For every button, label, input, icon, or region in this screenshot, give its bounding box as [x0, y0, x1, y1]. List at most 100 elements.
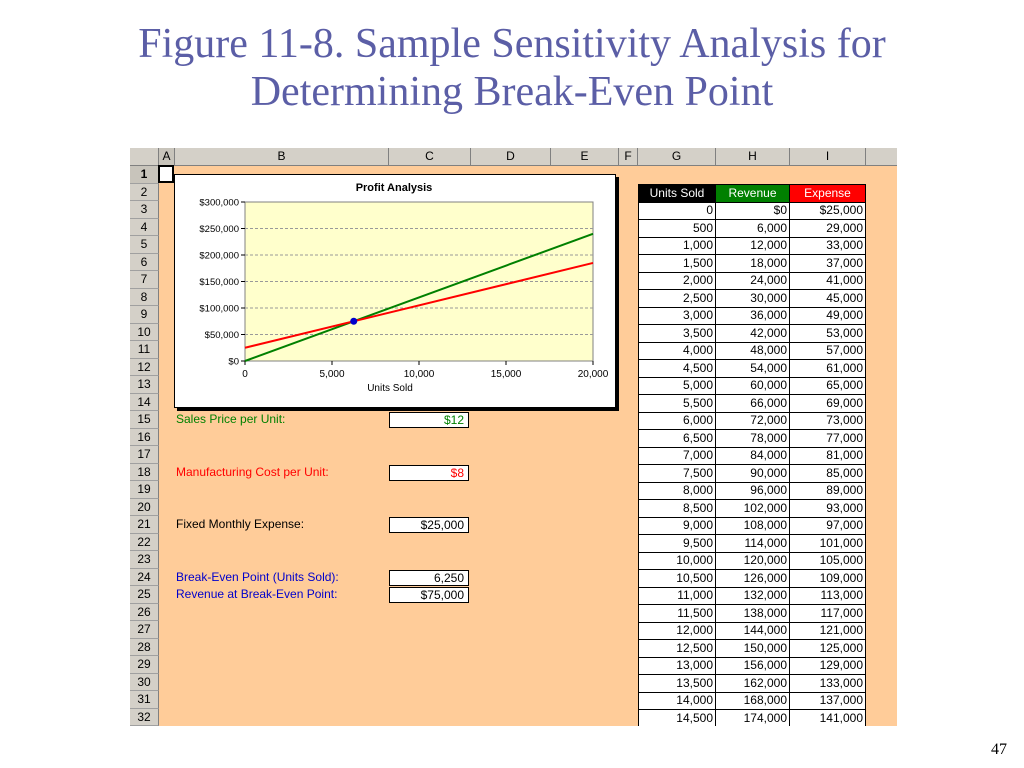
expense-cell[interactable]: 105,000 [789, 551, 866, 570]
row-header[interactable]: 9 [130, 306, 159, 324]
row-header[interactable]: 25 [130, 586, 159, 604]
units-sold-cell[interactable]: 5,000 [638, 376, 716, 395]
expense-cell[interactable]: 129,000 [789, 656, 866, 675]
row-header[interactable]: 28 [130, 638, 159, 656]
row-header[interactable]: 22 [130, 533, 159, 551]
revenue-cell[interactable]: 84,000 [715, 446, 790, 465]
units-sold-cell[interactable]: 1,500 [638, 254, 716, 273]
row-header[interactable]: 27 [130, 621, 159, 639]
units-sold-cell[interactable]: 4,000 [638, 341, 716, 360]
units-sold-cell[interactable]: 8,500 [638, 499, 716, 518]
fixed-expense-input[interactable]: $25,000 [389, 517, 469, 533]
expense-cell[interactable]: 49,000 [789, 306, 866, 325]
row-header[interactable]: 13 [130, 376, 159, 394]
expense-cell[interactable]: 33,000 [789, 236, 866, 255]
column-header-a[interactable]: A [159, 148, 175, 166]
revenue-cell[interactable]: $0 [715, 201, 790, 220]
mfg-cost-input[interactable]: $8 [389, 465, 469, 481]
units-sold-cell[interactable]: 9,500 [638, 534, 716, 553]
expense-cell[interactable]: 121,000 [789, 621, 866, 640]
revenue-cell[interactable]: 12,000 [715, 236, 790, 255]
expense-cell[interactable]: 45,000 [789, 289, 866, 308]
expense-cell[interactable]: 109,000 [789, 569, 866, 588]
column-header-e[interactable]: E [551, 148, 619, 166]
units-sold-cell[interactable]: 3,500 [638, 324, 716, 343]
units-sold-cell[interactable]: 5,500 [638, 394, 716, 413]
breakeven-revenue-value[interactable]: $75,000 [389, 587, 469, 603]
row-header[interactable]: 24 [130, 568, 159, 586]
column-header-c[interactable]: C [389, 148, 471, 166]
units-sold-cell[interactable]: 2,000 [638, 271, 716, 290]
expense-header[interactable]: Expense [789, 184, 866, 203]
row-header[interactable]: 18 [130, 463, 159, 481]
revenue-cell[interactable]: 54,000 [715, 359, 790, 378]
expense-cell[interactable]: $25,000 [789, 201, 866, 220]
expense-cell[interactable]: 65,000 [789, 376, 866, 395]
row-header[interactable]: 5 [130, 236, 159, 254]
units-sold-cell[interactable]: 3,000 [638, 306, 716, 325]
revenue-cell[interactable]: 30,000 [715, 289, 790, 308]
row-header[interactable]: 14 [130, 393, 159, 411]
revenue-header[interactable]: Revenue [715, 184, 790, 203]
revenue-cell[interactable]: 162,000 [715, 674, 790, 693]
expense-cell[interactable]: 57,000 [789, 341, 866, 360]
units-sold-cell[interactable]: 0 [638, 201, 716, 220]
breakeven-units-value[interactable]: 6,250 [389, 570, 469, 586]
row-header[interactable]: 29 [130, 656, 159, 674]
row-header[interactable]: 2 [130, 183, 159, 201]
sales-price-input[interactable]: $12 [389, 412, 469, 428]
units-sold-cell[interactable]: 12,000 [638, 621, 716, 640]
revenue-cell[interactable]: 42,000 [715, 324, 790, 343]
units-sold-cell[interactable]: 1,000 [638, 236, 716, 255]
row-header[interactable]: 15 [130, 411, 159, 429]
revenue-cell[interactable]: 6,000 [715, 219, 790, 238]
expense-cell[interactable]: 61,000 [789, 359, 866, 378]
expense-cell[interactable]: 125,000 [789, 639, 866, 658]
units-sold-cell[interactable]: 12,500 [638, 639, 716, 658]
revenue-cell[interactable]: 72,000 [715, 411, 790, 430]
row-header[interactable]: 12 [130, 358, 159, 376]
column-header-h[interactable]: H [716, 148, 790, 166]
revenue-cell[interactable]: 48,000 [715, 341, 790, 360]
expense-cell[interactable]: 93,000 [789, 499, 866, 518]
revenue-cell[interactable]: 108,000 [715, 516, 790, 535]
expense-cell[interactable]: 89,000 [789, 481, 866, 500]
units-sold-cell[interactable]: 13,500 [638, 674, 716, 693]
row-header[interactable]: 4 [130, 218, 159, 236]
revenue-cell[interactable]: 36,000 [715, 306, 790, 325]
revenue-cell[interactable]: 156,000 [715, 656, 790, 675]
units-sold-cell[interactable]: 10,000 [638, 551, 716, 570]
revenue-cell[interactable]: 150,000 [715, 639, 790, 658]
revenue-cell[interactable]: 114,000 [715, 534, 790, 553]
revenue-cell[interactable]: 102,000 [715, 499, 790, 518]
column-header-b[interactable]: B [175, 148, 389, 166]
expense-cell[interactable]: 113,000 [789, 586, 866, 605]
revenue-cell[interactable]: 138,000 [715, 604, 790, 623]
units-sold-cell[interactable]: 11,500 [638, 604, 716, 623]
revenue-cell[interactable]: 90,000 [715, 464, 790, 483]
expense-cell[interactable]: 37,000 [789, 254, 866, 273]
expense-cell[interactable]: 141,000 [789, 709, 866, 726]
row-header[interactable]: 6 [130, 253, 159, 271]
row-header[interactable]: 21 [130, 516, 159, 534]
units-sold-cell[interactable]: 6,500 [638, 429, 716, 448]
expense-cell[interactable]: 133,000 [789, 674, 866, 693]
revenue-cell[interactable]: 132,000 [715, 586, 790, 605]
column-header-g[interactable]: G [638, 148, 716, 166]
active-cell-a1[interactable] [158, 165, 174, 183]
row-header[interactable]: 8 [130, 288, 159, 306]
expense-cell[interactable]: 41,000 [789, 271, 866, 290]
revenue-cell[interactable]: 66,000 [715, 394, 790, 413]
revenue-cell[interactable]: 60,000 [715, 376, 790, 395]
units-sold-cell[interactable]: 2,500 [638, 289, 716, 308]
units-sold-cell[interactable]: 8,000 [638, 481, 716, 500]
revenue-cell[interactable]: 24,000 [715, 271, 790, 290]
units-sold-cell[interactable]: 7,000 [638, 446, 716, 465]
expense-cell[interactable]: 97,000 [789, 516, 866, 535]
revenue-cell[interactable]: 168,000 [715, 691, 790, 710]
row-header[interactable]: 23 [130, 551, 159, 569]
units-sold-cell[interactable]: 4,500 [638, 359, 716, 378]
row-header[interactable]: 17 [130, 446, 159, 464]
expense-cell[interactable]: 29,000 [789, 219, 866, 238]
revenue-cell[interactable]: 78,000 [715, 429, 790, 448]
